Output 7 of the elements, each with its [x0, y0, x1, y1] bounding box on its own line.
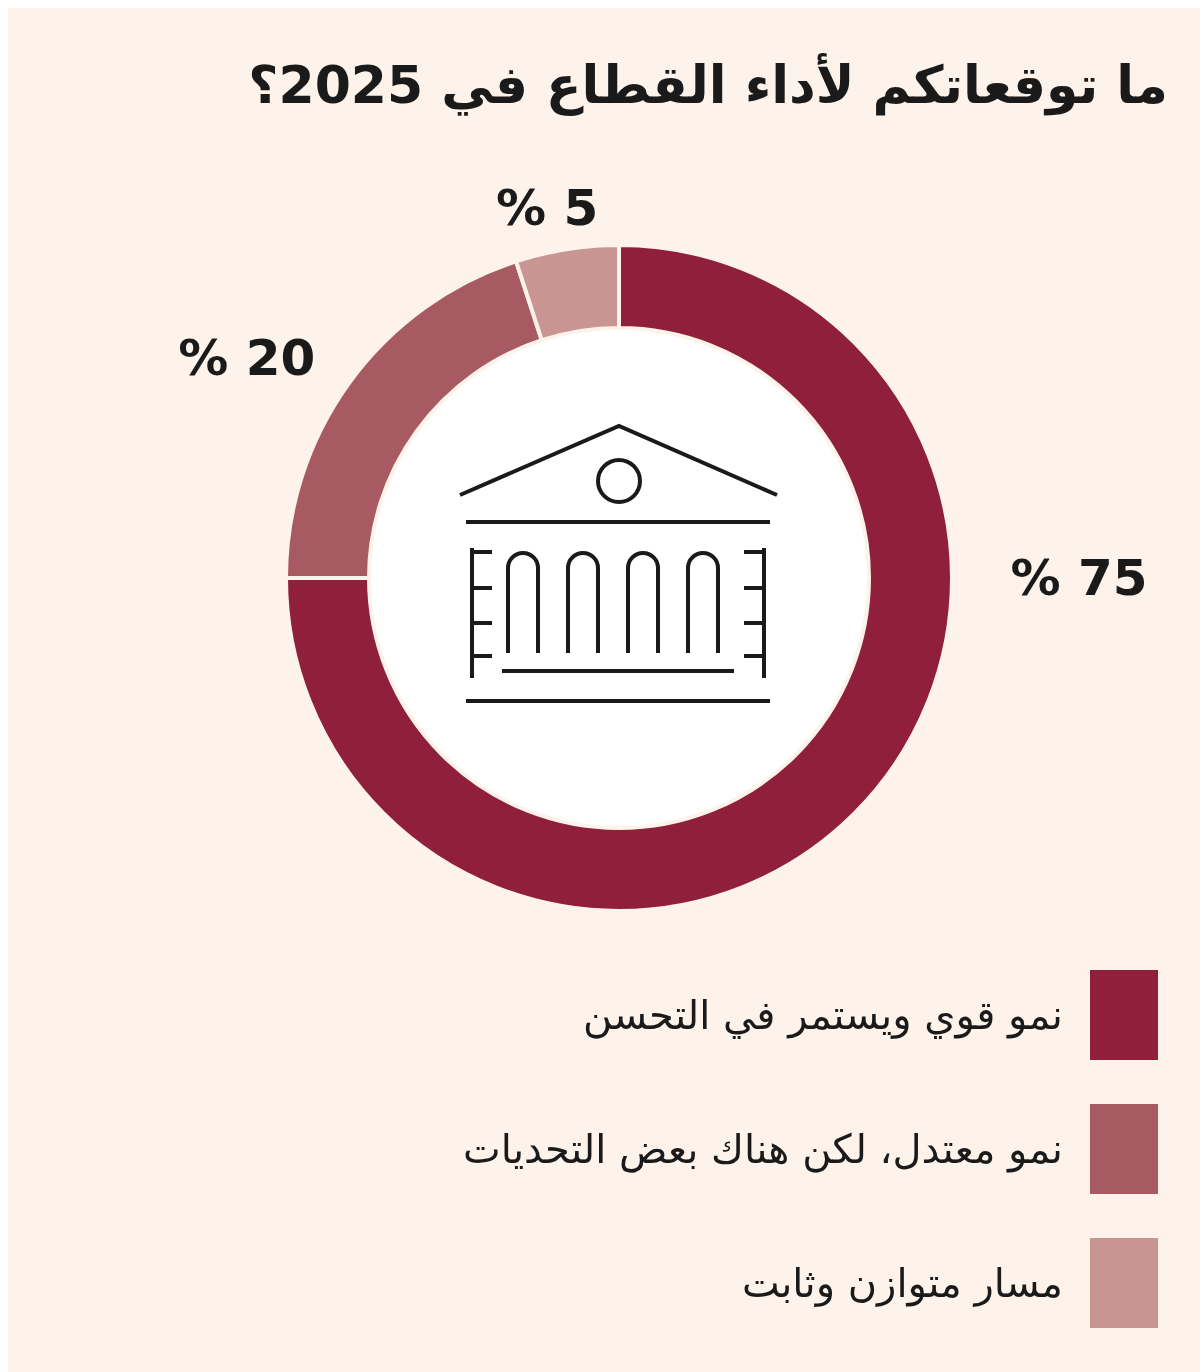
data-label: % 20 — [178, 328, 316, 387]
chart-title: ما توقعاتكم لأداء القطاع في 2025؟ — [248, 53, 1168, 116]
legend-label: نمو قوي ويستمر في التحسن — [582, 992, 1063, 1039]
data-label: % 75 — [1010, 549, 1148, 607]
legend-label: نمو معتدل، لكن هناك بعض التحديات — [463, 1126, 1063, 1173]
data-label: % 5 — [495, 178, 599, 237]
legend-label: مسار متوازن وثابت — [741, 1260, 1063, 1307]
